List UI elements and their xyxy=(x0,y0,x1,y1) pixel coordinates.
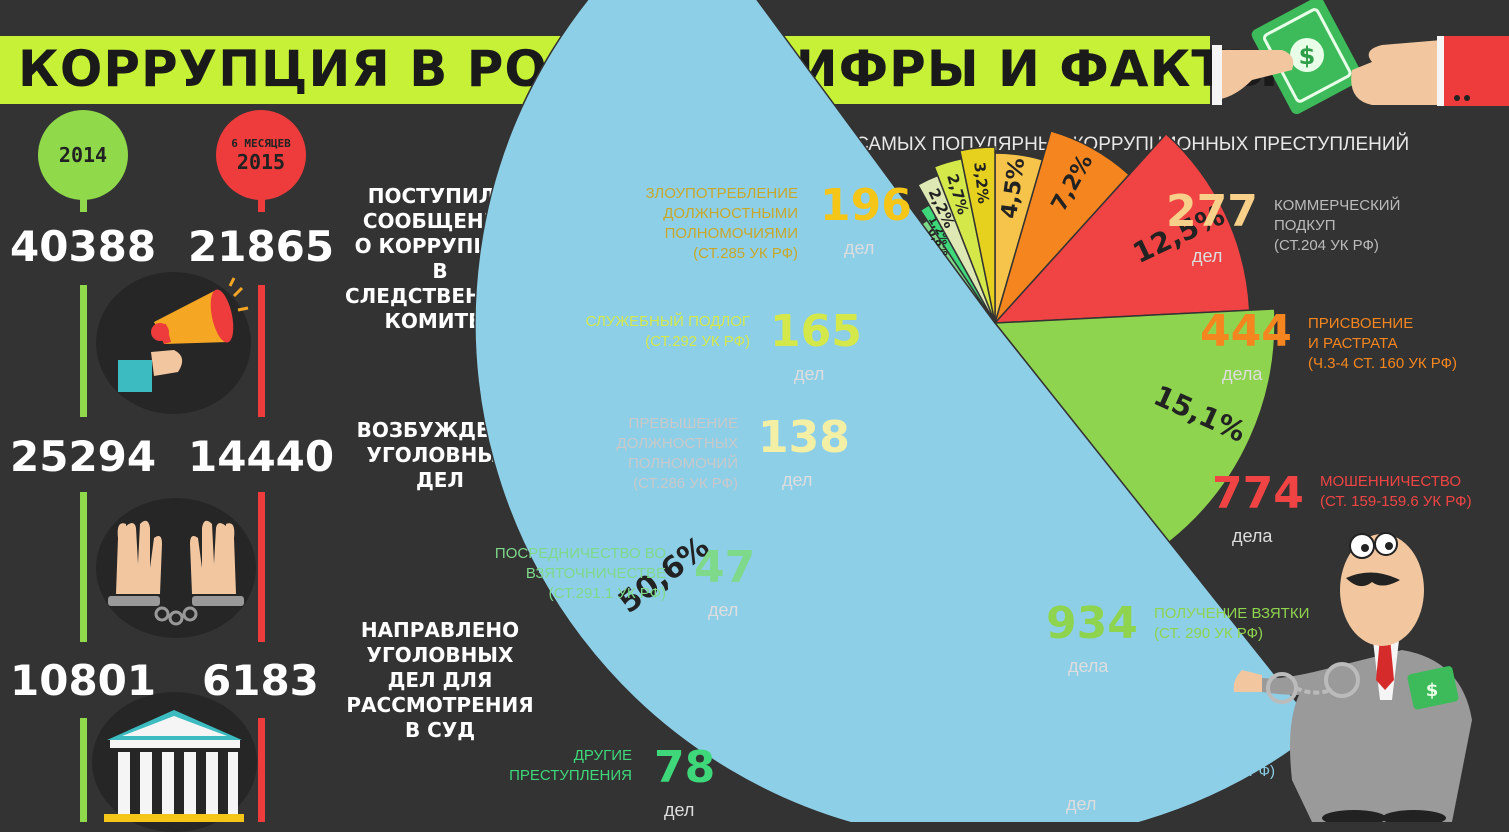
category-name: ПРЕВЫШЕНИЕ ДОЛЖНОСТНЫХ ПОЛНОМОЧИЙ (СТ.28… xyxy=(616,415,738,492)
pie-slice xyxy=(916,174,996,324)
stat-2015-value: 21865 xyxy=(188,222,335,271)
category-unit: дела xyxy=(1232,526,1273,546)
category-count: 78 xyxy=(654,742,716,793)
slice-percent-label: 0,8% xyxy=(925,226,953,258)
category-count: 774 xyxy=(1212,468,1304,519)
page-title: КОРРУПЦИЯ В РОССИИ: ЦИФРЫ И ФАКТЫ xyxy=(18,40,1280,98)
courthouse-icon xyxy=(92,692,257,832)
pie-slice xyxy=(474,0,1320,822)
line-2014 xyxy=(80,718,87,822)
slice-percent-label: 7,2% xyxy=(1047,150,1099,215)
slice-percent-label: 1,2% xyxy=(926,214,953,247)
stat-2015-value: 14440 xyxy=(188,432,335,481)
category-name: СЛУЖЕБНЫЙ ПОДЛОГ (СТ.292 УК РФ) xyxy=(585,313,750,350)
year-2015-badge: 6 МЕСЯЦЕВ 2015 xyxy=(216,110,306,200)
category-count: 934 xyxy=(1046,598,1138,649)
category-unit: дел xyxy=(708,600,739,620)
year-2015-label: 2015 xyxy=(236,149,286,174)
category-count: 47 xyxy=(694,542,756,593)
svg-text:$: $ xyxy=(1426,680,1439,701)
slice-percent-label: 2,7% xyxy=(943,172,972,217)
line-2015 xyxy=(258,285,265,417)
stat-label: ПОСТУПИЛО СООБЩЕНИЙ О КОРРУПЦИИ В СЛЕДСТ… xyxy=(345,184,536,333)
category-unit: дела xyxy=(1222,364,1263,384)
category-name: ДРУГИЕ ПРЕСТУПЛЕНИЯ xyxy=(509,747,632,784)
category-unit: дел xyxy=(664,800,695,820)
category-count: 3130 xyxy=(1028,736,1151,787)
pie-slice xyxy=(958,146,996,324)
category-unit: дел xyxy=(782,470,813,490)
line-2014 xyxy=(80,492,87,642)
year-2014-badge: 2014 xyxy=(38,110,128,200)
corrupt-official-illustration: $ xyxy=(1233,532,1472,822)
category-count: 444 xyxy=(1200,306,1292,357)
year-2015-period: 6 МЕСЯЦЕВ xyxy=(231,136,291,150)
category-count: 138 xyxy=(758,412,850,463)
pie-slice xyxy=(994,152,1044,324)
handcuffs-icon xyxy=(96,498,256,638)
line-2015 xyxy=(258,492,265,642)
line-2015 xyxy=(258,718,265,822)
chart-title: СТРУКТУРА САМЫХ ПОПУЛЯРНЫХ КОРРУПЦИОННЫХ… xyxy=(742,134,1410,155)
slice-percent-label: 4,5% xyxy=(997,156,1030,220)
category-name: ЗЛОУПОТРЕБЛЕНИЕ ДОЛЖНОСТНЫМИ ПОЛНОМОЧИЯМ… xyxy=(645,185,798,262)
category-name: КОММЕРЧЕСКИЙ ПОДКУП (СТ.204 УК РФ) xyxy=(1274,197,1401,254)
category-name: ДАЧА ВЗЯТКИ (СТ. 291 УК РФ) xyxy=(1166,743,1276,780)
year-2014-label: 2014 xyxy=(58,143,108,167)
stat-2015-value: 6183 xyxy=(202,656,319,705)
category-name: ПОСРЕДНИЧЕСТВО ВО ВЗЯТОЧНИЧЕСТВЕ (СТ.291… xyxy=(494,545,666,602)
pie-slice xyxy=(994,130,1131,324)
slice-percent-label: 2,2% xyxy=(925,186,959,231)
pie-slice xyxy=(919,203,996,324)
category-name: ПОЛУЧЕНИЕ ВЗЯТКИ (СТ. 290 УК РФ) xyxy=(1154,605,1310,642)
category-name: МОШЕННИЧЕСТВО (СТ. 159-159.6 УК РФ) xyxy=(1320,473,1472,510)
category-unit: дел xyxy=(844,238,875,258)
slice-percent-label: 3,2% xyxy=(970,161,992,204)
category-unit: дела xyxy=(1068,656,1109,676)
category-unit: дел xyxy=(1192,246,1223,266)
category-unit: дел xyxy=(1066,794,1097,814)
category-name: ПРИСВОЕНИЕ И РАСТРАТА (Ч.3-4 СТ. 160 УК … xyxy=(1308,315,1458,372)
stat-2014-value: 40388 xyxy=(10,222,157,271)
stat-label: ВОЗБУЖДЕНО УГОЛОВНЫХ ДЕЛ xyxy=(356,418,524,492)
pie-slice xyxy=(933,157,996,324)
bribe-hands-illustration: $ xyxy=(1212,0,1509,115)
line-2014 xyxy=(80,198,87,212)
stat-2014-value: 10801 xyxy=(10,656,157,705)
slice-percent-label: 15,1% xyxy=(1149,379,1251,449)
category-unit: дел xyxy=(794,364,825,384)
megaphone-icon xyxy=(96,272,251,414)
line-2015 xyxy=(258,198,265,212)
category-count: 165 xyxy=(770,306,862,357)
category-count: 196 xyxy=(820,180,912,231)
pie-slice xyxy=(920,219,996,324)
line-2014 xyxy=(80,285,87,417)
category-count: 277 xyxy=(1166,186,1258,237)
stat-label: НАПРАВЛЕНО УГОЛОВНЫХ ДЕЛ ДЛЯ РАССМОТРЕНИ… xyxy=(346,618,534,742)
svg-text:$: $ xyxy=(1299,42,1316,70)
stat-2014-value: 25294 xyxy=(10,432,157,481)
